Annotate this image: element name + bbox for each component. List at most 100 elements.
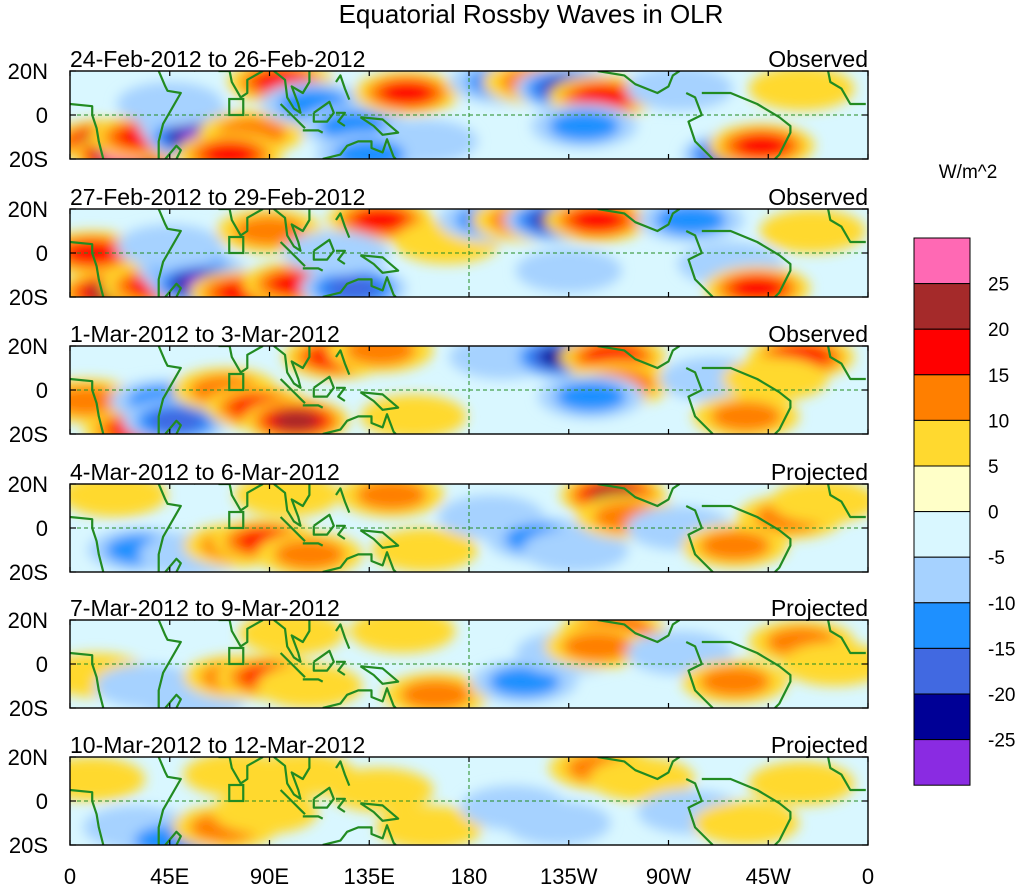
coastline [157, 757, 182, 845]
coastline [685, 92, 714, 159]
panel-date-range: 1-Mar-2012 to 3-Mar-2012 [70, 321, 340, 347]
coastline [164, 693, 182, 708]
coastline [597, 209, 681, 233]
anomaly-contour [759, 209, 866, 253]
coastline [70, 377, 105, 434]
lat-label: 0 [36, 378, 48, 403]
coastline [685, 230, 714, 297]
anomaly-contour [781, 642, 868, 686]
colorbar-label: -5 [988, 548, 1005, 569]
panel-date-range: 7-Mar-2012 to 9-Mar-2012 [70, 595, 340, 621]
coastline [335, 623, 351, 650]
coastline [701, 366, 792, 434]
reference-box [228, 646, 245, 666]
lat-label: 20S [9, 147, 48, 172]
colorbar-swatch [913, 465, 971, 513]
coastline [218, 757, 264, 785]
anomaly-contour [70, 484, 168, 517]
coastline [597, 757, 681, 781]
lon-label: 0 [862, 864, 874, 889]
lat-label: 20S [9, 560, 48, 585]
coastline [336, 249, 346, 265]
anomaly-contour [489, 666, 560, 697]
anomaly-contour [400, 679, 472, 708]
coastline [157, 484, 182, 572]
lat-label: 20N [8, 197, 48, 222]
colorbar-swatch [913, 739, 971, 786]
coastline [164, 282, 182, 297]
coastline [597, 346, 681, 370]
lon-label: 180 [451, 864, 488, 889]
coastline [273, 757, 311, 800]
colorbar-label: -15 [988, 639, 1015, 660]
coastline [335, 74, 351, 101]
coastline [164, 419, 182, 434]
coastline [597, 71, 681, 95]
lat-label: 0 [36, 241, 48, 266]
reference-box [228, 372, 245, 392]
panel-stack: 24-Feb-2012 to 26-Feb-2012 Observed 20N 0 20… [8, 46, 869, 858]
coastline [685, 367, 714, 434]
coastline [336, 797, 346, 813]
coastline [322, 687, 397, 708]
coastline [336, 111, 346, 127]
anomaly-contour [570, 209, 626, 232]
colorbar-swatch [913, 237, 971, 285]
coastline [359, 665, 400, 685]
anomaly-contour [116, 224, 223, 269]
anomaly-contour [734, 133, 790, 158]
coastline [322, 138, 397, 159]
colorbar: W/m^2 25 20 15 10 5 0 -5 -10 -15 -20 -25 [913, 162, 1015, 786]
coastline [312, 649, 335, 672]
coastline [70, 788, 105, 845]
lon-label: 90E [250, 864, 289, 889]
colorbar-label: 25 [988, 275, 1009, 296]
lat-label: 20S [9, 285, 48, 310]
lon-label: 90W [646, 864, 691, 889]
lat-label: 20N [8, 745, 48, 770]
coastline [336, 524, 346, 540]
anomaly-contour [352, 209, 408, 232]
coastline [359, 391, 400, 411]
coastline [157, 209, 182, 297]
coastline [70, 102, 105, 159]
coastline [302, 267, 324, 272]
lat-label: 20S [9, 422, 48, 447]
anomaly-contour [699, 666, 771, 697]
coastline [336, 386, 346, 402]
coastline [70, 240, 105, 297]
longitude-axis: 0 45E 90E 135E 180 135W 90W 45W 0 [64, 864, 874, 889]
panel-date-range: 4-Mar-2012 to 6-Mar-2012 [70, 459, 340, 485]
coastline [701, 777, 792, 845]
coastline [597, 620, 681, 644]
colorbar-label: 10 [988, 411, 1009, 432]
panel-status: Observed [768, 46, 868, 72]
colorbar-label: -25 [988, 731, 1015, 752]
coastline [164, 144, 182, 159]
coastline [302, 815, 324, 820]
anomaly-contour [256, 664, 363, 708]
lat-label: 0 [36, 516, 48, 541]
coastline [273, 484, 311, 527]
coastline [164, 557, 182, 572]
coastline [157, 346, 182, 434]
coastline [273, 620, 311, 663]
anomaly-contour [356, 484, 427, 511]
coastline [279, 103, 306, 129]
colorbar-label: 0 [988, 503, 999, 524]
coastline [312, 786, 335, 809]
coastline [322, 824, 397, 845]
anomaly-contour [748, 761, 855, 806]
lat-label: 20S [9, 696, 48, 721]
coastline [359, 116, 400, 136]
coastline [157, 71, 182, 159]
lat-label: 0 [36, 789, 48, 814]
olr-anomaly-field [70, 346, 868, 434]
coastline [70, 515, 105, 572]
coastline [312, 375, 335, 398]
map-panel: 24-Feb-2012 to 26-Feb-2012 Observed 20N 0 20… [8, 46, 869, 172]
panel-date-range: 10-Mar-2012 to 12-Mar-2012 [70, 732, 365, 758]
coastline [312, 238, 335, 261]
olr-anomaly-field [70, 757, 868, 845]
lon-label: 0 [64, 864, 76, 889]
